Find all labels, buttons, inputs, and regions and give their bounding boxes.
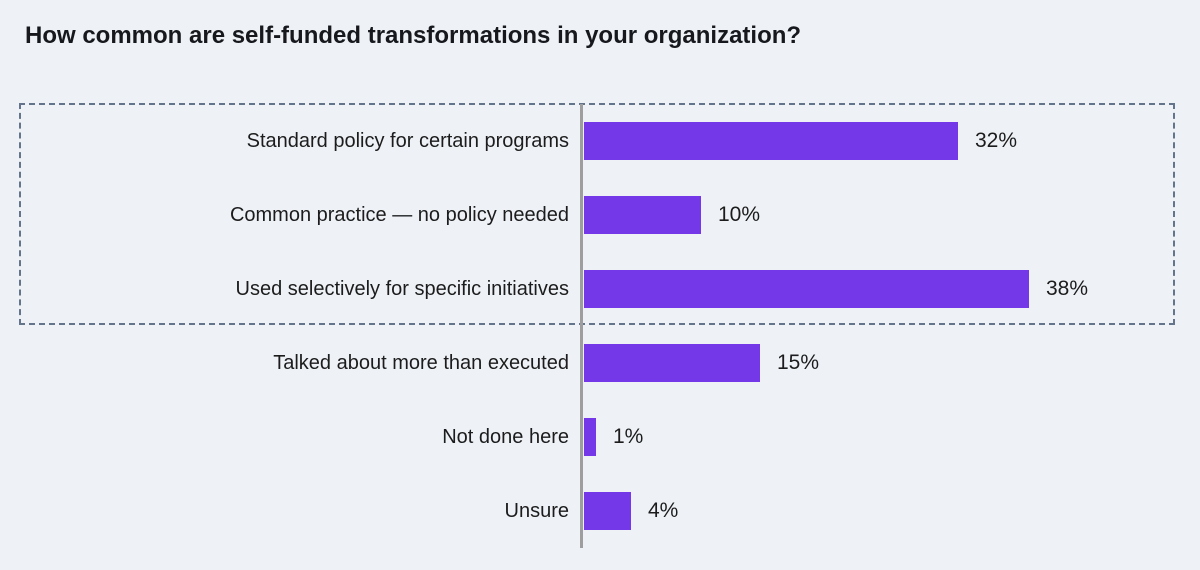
- bar-row: Unsure 4%: [0, 474, 1200, 548]
- bar-area: 15%: [581, 326, 1200, 400]
- page-title: How common are self-funded transformatio…: [25, 22, 802, 49]
- bar: [584, 196, 701, 234]
- bar: [584, 344, 760, 382]
- category-label: Standard policy for certain programs: [246, 129, 569, 152]
- value-label: 10%: [718, 203, 761, 226]
- category-label: Unsure: [504, 499, 569, 522]
- value-label: 32%: [975, 129, 1018, 152]
- bar: [584, 270, 1029, 308]
- bar-row: Talked about more than executed 15%: [0, 326, 1200, 400]
- bar-area: 38%: [581, 252, 1200, 326]
- bar-row: Used selectively for specific initiative…: [0, 252, 1200, 326]
- bar-row: Not done here 1%: [0, 400, 1200, 474]
- bar: [584, 418, 596, 456]
- value-label: 38%: [1046, 277, 1089, 300]
- value-label: 4%: [648, 499, 679, 522]
- axis-line: [580, 104, 583, 548]
- bar-row: Standard policy for certain programs 32%: [0, 104, 1200, 178]
- category-label: Talked about more than executed: [273, 351, 569, 374]
- bar-area: 32%: [581, 104, 1200, 178]
- bar-area: 10%: [581, 178, 1200, 252]
- bar-rows: Standard policy for certain programs 32%…: [0, 104, 1200, 548]
- category-label: Not done here: [442, 425, 569, 448]
- bar-area: 1%: [581, 400, 1200, 474]
- value-label: 15%: [777, 351, 820, 374]
- highlight-box: [19, 103, 1175, 325]
- bar-row: Common practice — no policy needed 10%: [0, 178, 1200, 252]
- category-label: Used selectively for specific initiative…: [235, 277, 569, 300]
- bar: [584, 122, 958, 160]
- category-label: Common practice — no policy needed: [229, 203, 569, 226]
- bar-area: 4%: [581, 474, 1200, 548]
- bar: [584, 492, 631, 530]
- value-label: 1%: [613, 425, 644, 448]
